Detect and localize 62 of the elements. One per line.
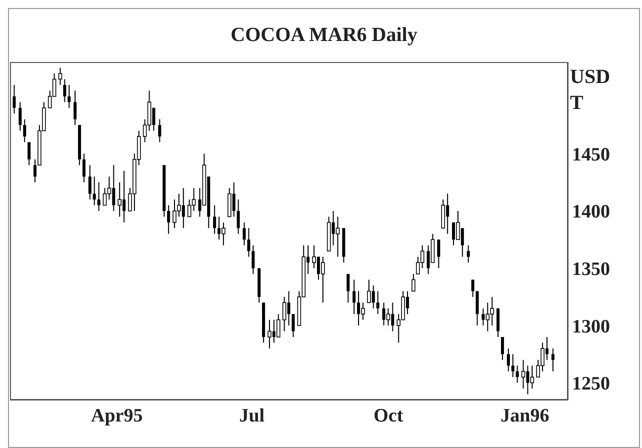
candlestick <box>68 84 71 108</box>
candlestick <box>516 365 519 384</box>
candlestick <box>521 359 526 390</box>
candlestick <box>292 314 295 338</box>
candlestick <box>158 118 162 143</box>
x-tick-label: Oct <box>374 405 404 426</box>
candlestick <box>74 90 77 126</box>
candlestick <box>506 348 510 372</box>
candlestick <box>441 198 446 229</box>
candlestick <box>58 67 62 86</box>
candlestick <box>268 319 272 349</box>
candlestick <box>118 182 122 218</box>
candlestick <box>496 308 500 338</box>
candlestick <box>242 222 246 246</box>
candlestick <box>530 365 534 390</box>
candlestick <box>12 84 16 114</box>
candlestick <box>282 296 286 332</box>
candlestick <box>376 290 380 315</box>
candlestick <box>466 244 470 264</box>
y-tick-label: 1450 <box>572 144 610 166</box>
y-tick-label: 1300 <box>572 316 610 338</box>
candlestick <box>187 198 192 218</box>
candlestick <box>476 290 479 326</box>
candlestick <box>18 102 22 132</box>
candlestick <box>23 118 26 143</box>
candlestick <box>486 302 490 332</box>
candlestick <box>82 153 86 183</box>
candlestick <box>236 198 240 234</box>
candlestick <box>97 182 100 212</box>
candlestick <box>336 216 340 258</box>
x-tick-label: Jan96 <box>500 405 550 426</box>
candlestick <box>471 279 474 298</box>
candlestick <box>92 176 96 206</box>
candlestick <box>321 256 325 304</box>
x-tick-label: Apr95 <box>90 405 143 426</box>
candlestick <box>167 204 170 234</box>
candlestick <box>412 273 416 292</box>
candlestick <box>222 222 226 246</box>
candlestick <box>437 239 440 269</box>
candlestick <box>352 279 356 315</box>
candlestick <box>361 302 365 320</box>
candlestick <box>386 308 390 326</box>
candlestick <box>63 78 66 103</box>
candlestick <box>102 188 107 206</box>
candlestick <box>228 188 232 218</box>
candlestick <box>252 244 255 274</box>
y-axis-title: USD T <box>570 65 612 116</box>
candlestick <box>247 228 250 258</box>
candlestick <box>88 164 92 200</box>
candlestick <box>346 273 350 304</box>
y-tick-label: 1250 <box>572 374 610 395</box>
y-tick-label: 1400 <box>572 202 610 223</box>
x-tick-label: Jul <box>239 405 265 426</box>
candlestick <box>551 348 554 372</box>
candlestick <box>276 314 280 338</box>
candlestick <box>367 279 371 304</box>
candlestick <box>28 142 31 166</box>
candlestick <box>511 354 514 378</box>
candlestick <box>213 204 216 234</box>
y-tick-label: 1350 <box>572 258 610 280</box>
candlestick <box>500 336 504 360</box>
chart-title: COCOA MAR6 Daily <box>230 22 418 48</box>
